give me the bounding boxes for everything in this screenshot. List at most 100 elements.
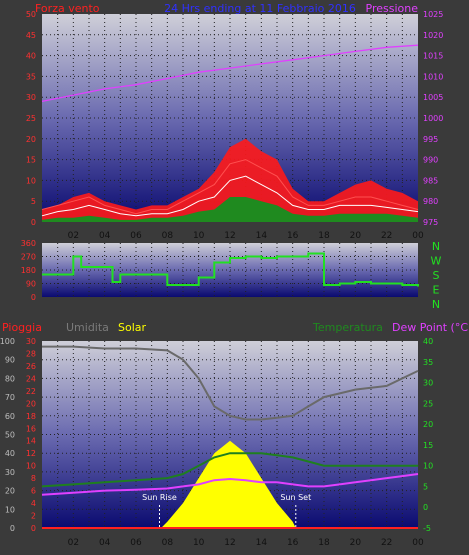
y-tick-label-outer-left: 40: [5, 449, 15, 458]
x-tick-label: 18: [318, 538, 330, 548]
x-tick-label: 18: [318, 231, 330, 241]
x-tick-label: 02: [68, 538, 79, 548]
y-tick-label-outer-left: 50: [5, 431, 15, 440]
y-tick-label-left: 4: [31, 499, 36, 508]
y-tick-label-right: 35: [423, 358, 433, 367]
y-tick-label-left: 8: [31, 474, 36, 483]
y-tick-label-left: 10: [26, 176, 36, 185]
x-tick-label: 10: [193, 538, 205, 548]
legend-humidity: Umidita: [66, 321, 109, 334]
y-tick-label-outer-left: 100: [0, 337, 15, 346]
y-tick-label-left: 16: [26, 424, 36, 433]
y-tick-label-left: 2: [31, 512, 36, 521]
y-tick-label-left: 12: [26, 449, 36, 458]
y-tick-label-outer-left: 20: [5, 487, 15, 496]
x-tick-label: 06: [130, 538, 142, 548]
y-tick-label-outer-left: 0: [10, 524, 15, 533]
y-tick-label-left: 15: [26, 156, 36, 165]
humidity-line: [42, 345, 419, 421]
y-tick-label-right: 985: [423, 176, 438, 185]
x-tick-label: 10: [193, 231, 205, 241]
legend-dew-point: Dew Point (°C): [392, 321, 469, 334]
y-tick-label-left: 22: [26, 387, 36, 396]
wind-low-area: [42, 197, 418, 222]
temperature-solar-panel: 0102030405060708090100024681012141618202…: [0, 337, 433, 548]
y-tick-label-left: 20: [26, 399, 36, 408]
x-tick-label: 00: [412, 231, 424, 241]
y-tick-label-right: 975: [423, 218, 438, 227]
y-tick-label-left: 180: [21, 266, 36, 275]
x-tick-label: 04: [99, 231, 111, 241]
y-tick-label-outer-left: 80: [5, 374, 15, 383]
y-tick-label-right: 15: [423, 441, 433, 450]
y-tick-label-right: 25: [423, 399, 433, 408]
y-tick-label-right: 40: [423, 337, 433, 346]
y-tick-label-right: 995: [423, 135, 438, 144]
x-tick-label: 08: [162, 231, 174, 241]
y-tick-label-right: 0: [423, 503, 428, 512]
x-tick-label: 16: [287, 231, 299, 241]
wind-direction-line: [42, 252, 419, 287]
y-tick-label-left: 30: [26, 93, 36, 102]
y-tick-label-outer-left: 10: [5, 505, 15, 514]
x-tick-label: 16: [287, 538, 299, 548]
y-tick-label-left: 40: [26, 52, 36, 61]
x-tick-label: 22: [381, 231, 392, 241]
compass-label: E: [433, 284, 440, 297]
compass-label: N: [432, 298, 440, 311]
x-tick-label: 14: [256, 538, 268, 548]
chart-period-title: 24 Hrs ending at 11 Febbraio 2016: [164, 2, 356, 15]
compass-label: W: [431, 255, 442, 268]
y-tick-label-left: 270: [21, 253, 36, 262]
x-tick-label: 00: [412, 538, 424, 548]
y-tick-label-right: 1020: [423, 31, 443, 40]
dew-point-line: [41, 473, 419, 496]
y-tick-label-right: 30: [423, 379, 433, 388]
x-tick-label: 14: [256, 231, 268, 241]
y-tick-label-left: 0: [31, 218, 36, 227]
x-tick-label: 12: [224, 231, 235, 241]
wind-gust-line: [41, 159, 419, 215]
compass-label: N: [432, 240, 440, 253]
y-tick-label-outer-left: 30: [5, 468, 15, 477]
sun-marker-label: Sun Set: [280, 493, 311, 502]
y-tick-label-right: 20: [423, 420, 433, 429]
pressure-line: [41, 44, 419, 103]
y-tick-label-left: 20: [26, 135, 36, 144]
pressure-title: Pressione: [366, 2, 419, 15]
y-tick-label-left: 0: [31, 293, 36, 302]
y-tick-label-left: 30: [26, 337, 36, 346]
x-tick-label: 20: [350, 231, 362, 241]
compass-label: S: [433, 269, 440, 282]
sun-marker-label: Sun Rise: [142, 493, 177, 502]
y-tick-label-left: 5: [31, 197, 36, 206]
y-tick-label-left: 10: [26, 462, 36, 471]
x-tick-label: 06: [130, 231, 142, 241]
y-tick-label-right: 1015: [423, 52, 443, 61]
temperature-line: [41, 452, 418, 488]
y-tick-label-right: 1010: [423, 72, 443, 81]
y-tick-label-left: 18: [26, 412, 36, 421]
legend-solar: Solar: [118, 321, 147, 334]
wind-pressure-panel: 0510152025303540455097598098599099510001…: [26, 10, 444, 241]
legend-rain: Pioggia: [2, 321, 42, 334]
x-tick-label: 22: [381, 538, 392, 548]
y-tick-label-outer-left: 70: [5, 393, 15, 402]
y-tick-label-right: 1025: [423, 10, 443, 19]
solar-area: [161, 440, 296, 528]
y-tick-label-right: 990: [423, 156, 438, 165]
y-tick-label-right: 5: [423, 482, 428, 491]
wind-average-line: [41, 175, 419, 217]
y-tick-label-left: 25: [26, 114, 36, 123]
y-tick-label-right: -5: [423, 524, 431, 533]
x-tick-label: 08: [162, 538, 174, 548]
x-tick-label: 20: [350, 538, 362, 548]
y-tick-label-left: 24: [26, 374, 36, 383]
y-tick-label-left: 360: [21, 239, 36, 248]
y-tick-label-left: 90: [26, 280, 36, 289]
x-tick-label: 02: [68, 231, 79, 241]
y-tick-label-left: 45: [26, 31, 36, 40]
y-tick-label-left: 50: [26, 10, 36, 19]
y-tick-label-right: 980: [423, 197, 438, 206]
